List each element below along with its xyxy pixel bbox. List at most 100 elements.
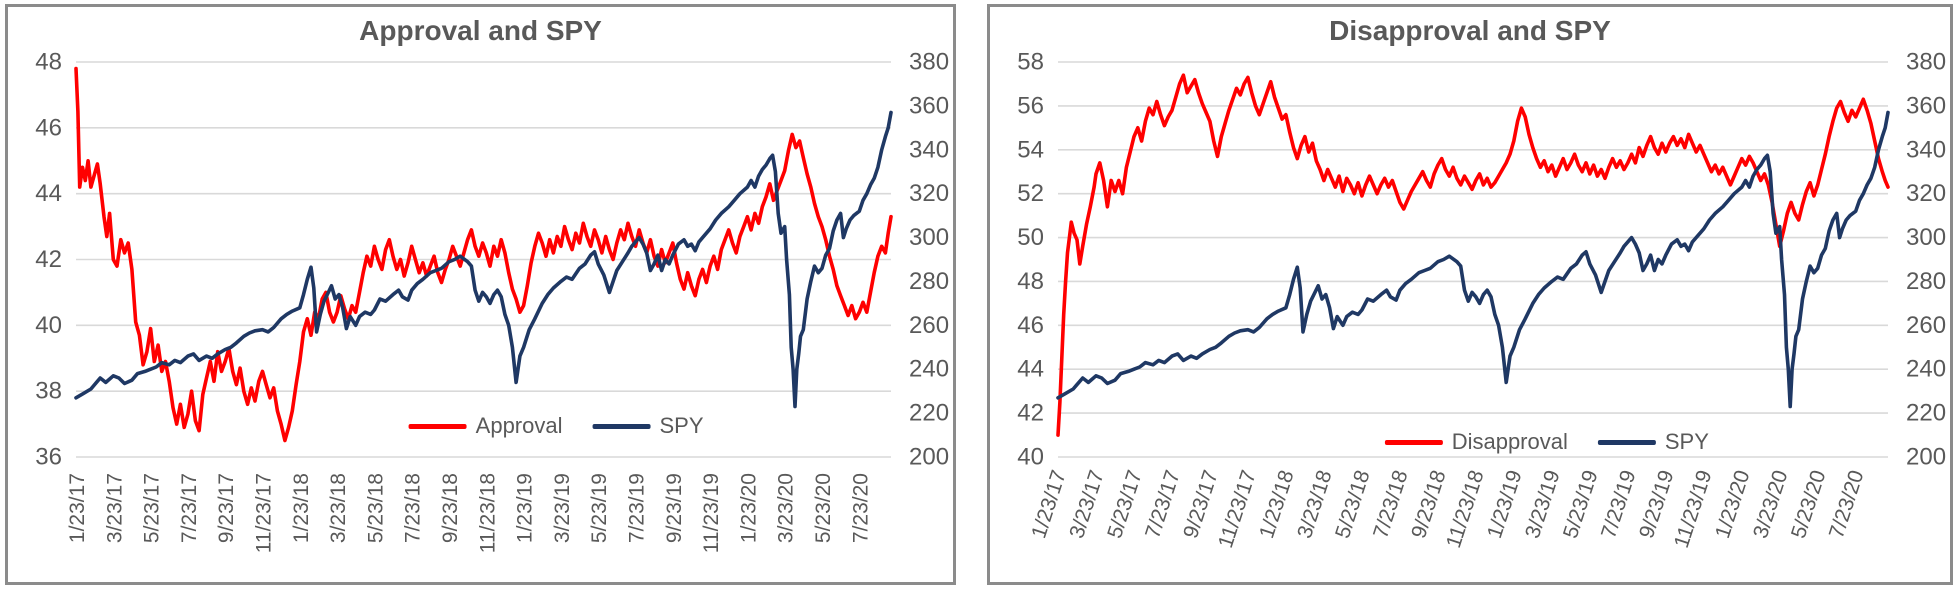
x-axis-tick-label: 5/23/19: [1559, 467, 1603, 541]
x-axis-tick-label: 5/23/17: [141, 473, 164, 543]
x-axis-tick-label: 7/23/17: [178, 473, 201, 543]
x-axis-tick-label: 7/23/18: [402, 473, 425, 543]
x-axis-tick-label: 1/23/18: [1255, 467, 1299, 541]
right-axis-tick-label: 340: [1906, 136, 1946, 163]
left-axis-tick-label: 40: [35, 312, 62, 339]
spy-line-swatch: [592, 423, 651, 429]
right-axis-tick-label: 320: [909, 180, 949, 207]
left-axis-tick-label: 48: [35, 49, 62, 76]
spy-series-line: [1056, 110, 1890, 409]
legend-item-spy: SPY: [592, 413, 704, 439]
right-axis-tick-label: 280: [909, 268, 949, 295]
legend-label-spy: SPY: [1664, 429, 1709, 454]
approval-spy-chart-panel: Approval and SPY 48 46 44 42 40 38 36 380 360 340…: [5, 4, 956, 585]
x-axis-tick-label: 3/23/20: [775, 473, 798, 543]
x-axis-tick-label: 5/23/18: [1331, 467, 1375, 541]
x-axis-tick-label: 1/23/19: [514, 473, 537, 543]
x-axis-tick-label: 5/23/18: [364, 473, 387, 543]
disapproval-spy-plot-area: 58 56 54 52 50 48 46 44 42 40 380 360 340 320 300 280 26…: [1017, 49, 1946, 551]
x-axis-tick-label: 5/23/20: [1787, 467, 1831, 541]
disapproval-spy-chart-panel: Disapproval and SPY 58 56 54 52 50 48 46 44 42 40…: [987, 4, 1953, 585]
left-axis-tick-label: 44: [35, 180, 62, 207]
x-axis-tick-label: 7/23/20: [1825, 467, 1869, 541]
x-axis-tick-label: 11/23/17: [1214, 467, 1261, 550]
x-axis-tick-label: 1/23/17: [66, 473, 89, 543]
right-axis-tick-label: 360: [909, 92, 949, 119]
x-axis-tick-label: 3/23/17: [103, 473, 126, 543]
legend-label-disapproval: Disapproval: [1451, 429, 1568, 454]
x-axis-tick-label: 7/23/20: [849, 473, 872, 543]
right-axis-tick-label: 220: [909, 400, 949, 427]
approval-spy-plot-area: 48 46 44 42 40 38 36 380 360 340 320 300 280 260 240 22…: [35, 49, 949, 554]
right-axis-tick-label: 280: [1906, 268, 1946, 295]
x-axis-tick-label: 3/23/19: [1521, 467, 1565, 541]
right-axis-tick-label: 200: [1906, 444, 1946, 471]
right-axis-tick-label: 320: [1906, 180, 1946, 207]
x-axis-tick-label: 9/23/18: [439, 473, 462, 543]
left-axis-tick-label: 44: [1017, 356, 1044, 383]
right-axis-tick-label: 340: [909, 136, 949, 163]
approval-series-line: [74, 66, 893, 443]
chart-legend: Disapproval SPY: [1384, 429, 1709, 455]
x-axis-tick-label: 3/23/20: [1749, 467, 1793, 541]
left-axis-tick-label: 58: [1017, 49, 1044, 76]
legend-label-spy: SPY: [659, 413, 704, 438]
x-axis-tick-label: 11/23/19: [1670, 467, 1717, 550]
x-axis-tick-label: 1/23/19: [1483, 467, 1527, 541]
right-axis-tick-label: 260: [1906, 312, 1946, 339]
x-axis-tick-label: 3/23/19: [551, 473, 574, 543]
right-axis-tick-label: 200: [909, 444, 949, 471]
left-axis-tick-label: 48: [1017, 268, 1044, 295]
chart-title: Approval and SPY: [359, 15, 602, 46]
x-axis-tick-label: 7/23/18: [1369, 467, 1413, 541]
x-axis-tick-label: 7/23/19: [625, 473, 648, 543]
right-axis-tick-label: 380: [1906, 49, 1946, 76]
left-axis-tick-label: 42: [1017, 400, 1044, 427]
x-axis-tick-label: 11/23/19: [700, 473, 723, 553]
left-axis-tick-label: 50: [1017, 224, 1044, 251]
x-axis-tick-label: 11/23/18: [1442, 467, 1489, 550]
x-axis-tick-label: 7/23/17: [1141, 467, 1185, 541]
legend-item-spy: SPY: [1597, 429, 1709, 455]
legend-label-approval: Approval: [475, 413, 563, 438]
x-axis-tick-label: 5/23/17: [1103, 467, 1147, 541]
chart-legend: Approval SPY: [408, 413, 704, 439]
spy-line-swatch: [1597, 439, 1656, 445]
x-axis-tick-label: 3/23/18: [327, 473, 350, 543]
x-axis-tick-label: 3/23/17: [1065, 467, 1109, 541]
right-axis-tick-label: 380: [909, 49, 949, 76]
spy-series-line: [74, 110, 893, 409]
left-axis-tick-label: 54: [1017, 136, 1044, 163]
x-axis-tick-label: 3/23/18: [1293, 467, 1337, 541]
left-axis-tick-label: 36: [35, 444, 62, 471]
x-axis-tick-label: 5/23/19: [588, 473, 611, 543]
x-axis-tick-label: 7/23/19: [1597, 467, 1641, 541]
x-axis-tick-label: 9/23/19: [1635, 467, 1679, 541]
left-axis-tick-label: 46: [35, 114, 62, 141]
x-axis-tick-label: 9/23/17: [1179, 467, 1223, 541]
right-axis-tick-label: 220: [1906, 400, 1946, 427]
right-axis-tick-label: 240: [1906, 356, 1946, 383]
x-axis-tick-label: 1/23/18: [290, 473, 313, 543]
x-axis-tick-label: 1/23/20: [1711, 467, 1755, 541]
left-axis-tick-label: 42: [35, 246, 62, 273]
x-axis-tick-label: 11/23/18: [476, 473, 499, 553]
right-axis-tick-label: 260: [909, 312, 949, 339]
x-axis-tick-label: 1/23/17: [1027, 467, 1071, 541]
x-axis-tick-label: 1/23/20: [737, 473, 760, 543]
left-axis-tick-label: 52: [1017, 180, 1044, 207]
disapproval-series-line: [1056, 73, 1890, 437]
left-axis-tick-label: 56: [1017, 92, 1044, 119]
x-axis-tick-label: 9/23/17: [215, 473, 238, 543]
x-axis-tick-label: 9/23/18: [1407, 467, 1451, 541]
x-axis-tick-label: 5/23/20: [812, 473, 835, 543]
legend-item-disapproval: Disapproval: [1384, 429, 1568, 455]
right-axis-tick-label: 300: [909, 224, 949, 251]
chart-title: Disapproval and SPY: [1329, 15, 1611, 46]
left-axis-tick-label: 40: [1017, 444, 1044, 471]
disapproval-line-swatch: [1384, 439, 1443, 445]
legend-item-approval: Approval: [408, 413, 563, 439]
left-axis-tick-label: 46: [1017, 312, 1044, 339]
right-axis-tick-label: 240: [909, 356, 949, 383]
